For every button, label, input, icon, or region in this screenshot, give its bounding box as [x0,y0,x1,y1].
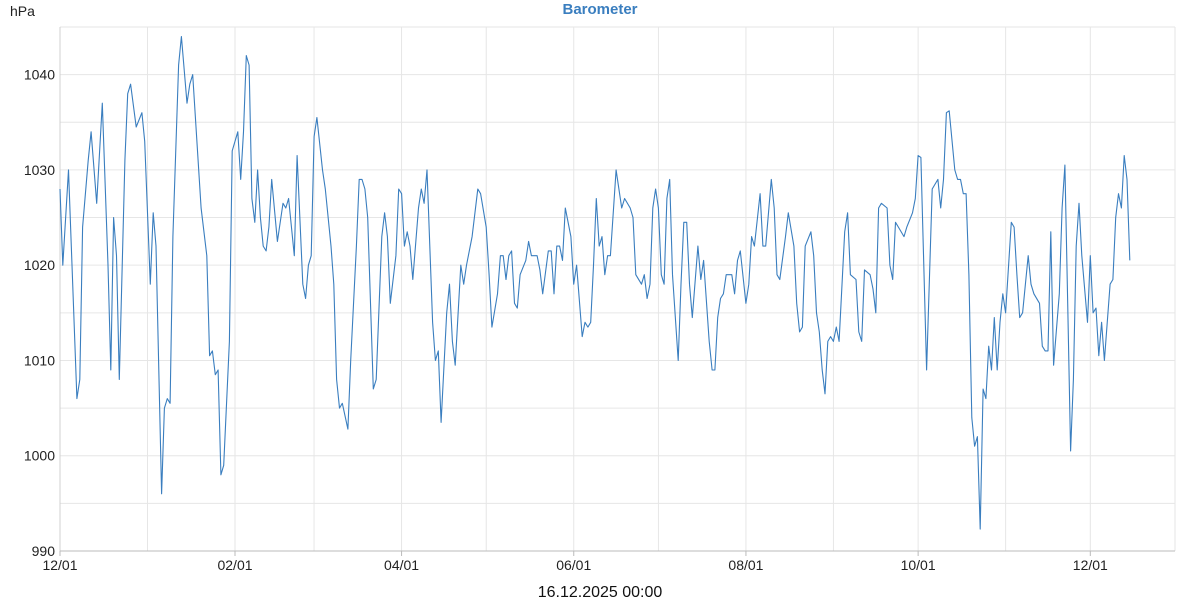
y-tick-label: 1040 [24,67,55,83]
x-tick-label: 10/01 [901,557,936,573]
y-tick-label: 1010 [24,352,55,368]
y-tick-label: 1030 [24,162,55,178]
x-tick-label: 08/01 [728,557,763,573]
x-tick-label: 02/01 [217,557,252,573]
pressure-line [60,37,1130,530]
x-tick-label: 06/01 [556,557,591,573]
x-tick-label: 12/01 [42,557,77,573]
y-tick-label: 1020 [24,257,55,273]
timestamp-label: 16.12.2025 00:00 [0,584,1200,602]
y-tick-label: 1000 [24,448,55,464]
x-tick-label: 04/01 [384,557,419,573]
x-tick-label: 12/01 [1073,557,1108,573]
